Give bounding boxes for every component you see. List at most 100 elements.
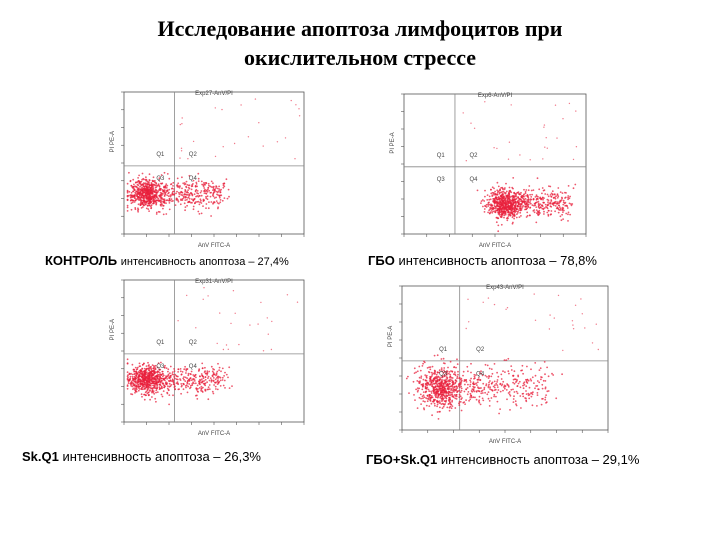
scatter-point bbox=[495, 205, 498, 208]
scatter-point bbox=[529, 200, 532, 202]
scatter-point bbox=[446, 384, 448, 387]
scatter-point bbox=[495, 221, 498, 224]
scatter-point bbox=[445, 378, 447, 381]
scatter-point bbox=[487, 203, 489, 206]
scatter-point bbox=[247, 136, 250, 138]
scatter-point bbox=[209, 377, 212, 379]
scatter-points bbox=[126, 98, 301, 217]
scatter-point bbox=[159, 375, 161, 378]
scatter-point bbox=[220, 194, 223, 197]
scatter-point bbox=[137, 198, 140, 201]
scatter-point bbox=[436, 380, 439, 382]
scatter-point bbox=[148, 367, 151, 370]
scatter-point bbox=[154, 180, 156, 182]
scatter-point bbox=[203, 190, 205, 192]
scatter-point bbox=[536, 380, 539, 382]
scatter-point bbox=[518, 205, 521, 208]
scatter-point bbox=[181, 176, 183, 179]
scatter-point bbox=[198, 203, 201, 206]
scatter-point bbox=[502, 187, 504, 190]
scatter-point bbox=[153, 384, 156, 387]
scatter-point bbox=[469, 383, 472, 386]
scatter-point bbox=[163, 366, 166, 369]
scatter-point bbox=[438, 385, 441, 387]
scatter-point bbox=[188, 194, 190, 196]
scatter-point bbox=[130, 196, 132, 198]
scatter-point bbox=[461, 397, 463, 399]
scatter-point bbox=[515, 390, 518, 393]
scatter-point bbox=[129, 382, 132, 385]
scatter-point bbox=[439, 396, 442, 399]
scatter-point bbox=[550, 192, 553, 195]
scatter-point bbox=[215, 374, 217, 377]
scatter-point bbox=[154, 372, 156, 374]
scatter-point bbox=[469, 392, 472, 395]
scatter-point bbox=[157, 381, 160, 384]
scatter-point bbox=[161, 197, 163, 200]
scatter-point bbox=[170, 374, 172, 377]
scatter-point bbox=[155, 391, 157, 394]
scatter-point bbox=[153, 196, 156, 198]
scatter-point bbox=[569, 213, 571, 216]
scatter-point bbox=[154, 378, 157, 380]
scatter-point bbox=[517, 204, 519, 207]
scatter-point bbox=[158, 189, 160, 192]
scatter-point bbox=[567, 220, 569, 222]
scatter-point bbox=[221, 108, 223, 111]
scatter-point bbox=[433, 400, 435, 402]
scatter-point bbox=[479, 379, 482, 382]
scatter-point bbox=[503, 214, 506, 217]
scatter-point bbox=[126, 362, 129, 365]
quadrant-label-q3: Q3 bbox=[437, 177, 446, 183]
scatter-point bbox=[141, 363, 144, 366]
scatter-point bbox=[488, 383, 490, 386]
scatter-point bbox=[520, 407, 522, 409]
scatter-point bbox=[422, 391, 425, 393]
scatter-point bbox=[174, 204, 177, 206]
caption-skq1: Sk.Q1 интенсивность апоптоза – 26,3% bbox=[22, 449, 261, 464]
scatter-point bbox=[484, 189, 486, 192]
scatter-point bbox=[201, 380, 204, 383]
scatter-point bbox=[160, 174, 163, 176]
quadrant-label-q2: Q2 bbox=[189, 340, 198, 346]
scatter-point bbox=[475, 374, 477, 376]
scatter-point bbox=[186, 368, 189, 370]
scatter-point bbox=[567, 195, 570, 197]
quadrant-label-q4: Q4 bbox=[470, 177, 479, 183]
scatter-point bbox=[537, 202, 540, 205]
scatter-point bbox=[197, 172, 200, 175]
scatter-point bbox=[526, 378, 529, 381]
scatter-point bbox=[483, 211, 486, 213]
scatter-point bbox=[217, 375, 219, 378]
scatter-point bbox=[144, 192, 147, 195]
scatter-point bbox=[496, 381, 498, 383]
scatter-point bbox=[489, 388, 491, 390]
scatter-point bbox=[500, 187, 502, 189]
scatter-point bbox=[204, 376, 207, 378]
scatter-point bbox=[523, 193, 525, 196]
scatter-point bbox=[512, 207, 515, 209]
scatter-point bbox=[442, 389, 444, 392]
scatter-point bbox=[488, 212, 491, 215]
scatter-point bbox=[147, 208, 150, 210]
scatter-point bbox=[488, 201, 490, 204]
scatter-point bbox=[508, 372, 510, 375]
scatter-point bbox=[137, 208, 140, 211]
scatter-point bbox=[474, 396, 476, 399]
scatter-point bbox=[158, 177, 161, 180]
scatter-point bbox=[466, 387, 469, 389]
scatter-point bbox=[271, 320, 273, 323]
scatter-point bbox=[559, 199, 562, 202]
quadrant-label-q2: Q2 bbox=[470, 153, 479, 159]
scatter-point bbox=[556, 203, 559, 205]
scatter-point bbox=[440, 403, 443, 405]
caption-gbo-skq1-label: ГБО+Sk.Q1 bbox=[366, 452, 438, 467]
scatter-point bbox=[434, 394, 436, 396]
scatter-point bbox=[554, 197, 557, 200]
scatter-point bbox=[146, 374, 149, 376]
scatter-point bbox=[155, 400, 157, 403]
scatter-point bbox=[537, 205, 540, 208]
scatter-point bbox=[512, 215, 514, 217]
scatter-point bbox=[561, 208, 564, 211]
scatter-point bbox=[475, 391, 478, 393]
